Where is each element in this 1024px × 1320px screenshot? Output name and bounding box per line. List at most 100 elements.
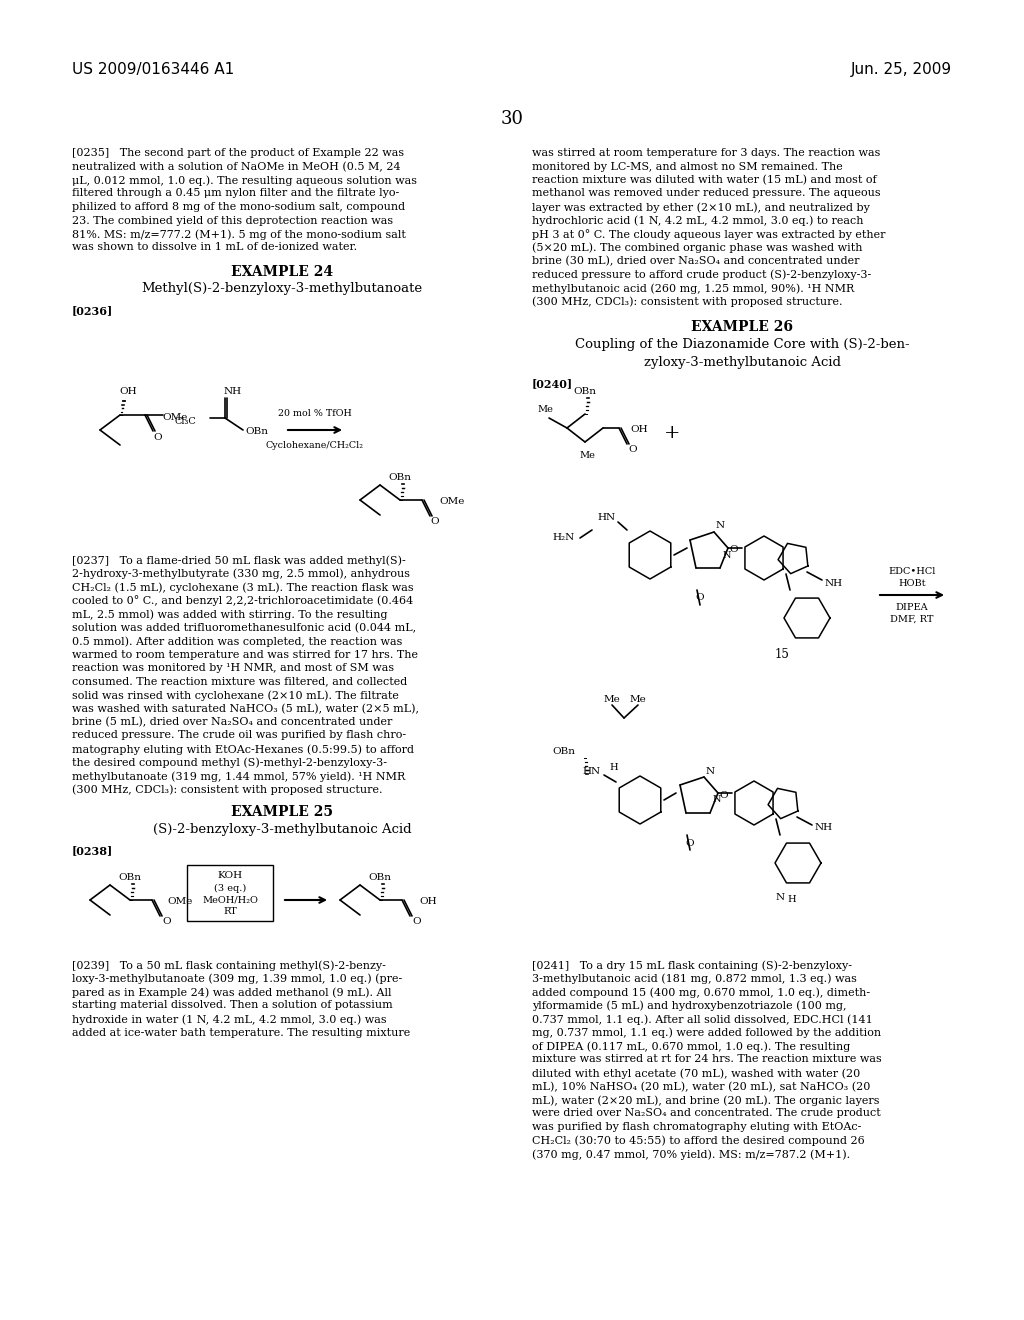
Text: Cyclohexane/CH₂Cl₂: Cyclohexane/CH₂Cl₂ (266, 441, 364, 450)
Text: was purified by flash chromatography eluting with EtOAc-: was purified by flash chromatography elu… (532, 1122, 861, 1133)
Text: OMe: OMe (163, 412, 187, 421)
Text: of DIPEA (0.117 mL, 0.670 mmol, 1.0 eq.). The resulting: of DIPEA (0.117 mL, 0.670 mmol, 1.0 eq.)… (532, 1041, 850, 1052)
Text: starting material dissolved. Then a solution of potassium: starting material dissolved. Then a solu… (72, 1001, 393, 1011)
Text: HN: HN (598, 513, 616, 523)
Text: added at ice-water bath temperature. The resulting mixture: added at ice-water bath temperature. The… (72, 1027, 411, 1038)
Text: matography eluting with EtOAc-Hexanes (0.5:99.5) to afford: matography eluting with EtOAc-Hexanes (0… (72, 744, 414, 755)
Text: hydrochloric acid (1 N, 4.2 mL, 4.2 mmol, 3.0 eq.) to reach: hydrochloric acid (1 N, 4.2 mL, 4.2 mmol… (532, 215, 863, 226)
Text: +: + (664, 424, 680, 442)
Text: OH: OH (419, 898, 437, 907)
Text: [0238]: [0238] (72, 845, 114, 855)
Text: EXAMPLE 26: EXAMPLE 26 (691, 319, 793, 334)
Text: O: O (730, 545, 738, 554)
Text: OMe: OMe (167, 898, 193, 907)
Text: 81%. MS: m/z=777.2 (M+1). 5 mg of the mono-sodium salt: 81%. MS: m/z=777.2 (M+1). 5 mg of the mo… (72, 228, 406, 239)
Text: NH: NH (815, 824, 834, 833)
Text: 23. The combined yield of this deprotection reaction was: 23. The combined yield of this deprotect… (72, 215, 393, 226)
Text: EXAMPLE 24: EXAMPLE 24 (231, 265, 333, 279)
Text: EDC•HCl: EDC•HCl (888, 568, 936, 577)
Text: consumed. The reaction mixture was filtered, and collected: consumed. The reaction mixture was filte… (72, 676, 408, 686)
Text: [0235]   The second part of the product of Example 22 was: [0235] The second part of the product of… (72, 148, 404, 158)
Text: methylbutanoic acid (260 mg, 1.25 mmol, 90%). ¹H NMR: methylbutanoic acid (260 mg, 1.25 mmol, … (532, 282, 854, 293)
Text: mg, 0.737 mmol, 1.1 eq.) were added followed by the addition: mg, 0.737 mmol, 1.1 eq.) were added foll… (532, 1027, 881, 1038)
Text: the desired compound methyl (S)-methyl-2-benzyloxy-3-: the desired compound methyl (S)-methyl-2… (72, 758, 387, 768)
Text: brine (30 mL), dried over Na₂SO₄ and concentrated under: brine (30 mL), dried over Na₂SO₄ and con… (532, 256, 859, 267)
Text: pH 3 at 0° C. The cloudy aqueous layer was extracted by ether: pH 3 at 0° C. The cloudy aqueous layer w… (532, 228, 886, 240)
Text: brine (5 mL), dried over Na₂SO₄ and concentrated under: brine (5 mL), dried over Na₂SO₄ and conc… (72, 717, 392, 727)
Text: added compound 15 (400 mg, 0.670 mmol, 1.0 eq.), dimeth-: added compound 15 (400 mg, 0.670 mmol, 1… (532, 987, 870, 998)
Text: OBn: OBn (369, 874, 391, 883)
Text: loxy-3-methylbutanoate (309 mg, 1.39 mmol, 1.0 eq.) (pre-: loxy-3-methylbutanoate (309 mg, 1.39 mmo… (72, 974, 402, 985)
Text: zyloxy-3-methylbutanoic Acid: zyloxy-3-methylbutanoic Acid (643, 356, 841, 370)
Text: mixture was stirred at rt for 24 hrs. The reaction mixture was: mixture was stirred at rt for 24 hrs. Th… (532, 1055, 882, 1064)
Text: OBn: OBn (573, 388, 597, 396)
Text: hydroxide in water (1 N, 4.2 mL, 4.2 mmol, 3.0 eq.) was: hydroxide in water (1 N, 4.2 mL, 4.2 mmo… (72, 1014, 387, 1024)
Text: DMF, RT: DMF, RT (890, 615, 934, 623)
Text: Me: Me (603, 696, 621, 705)
Text: [0239]   To a 50 mL flask containing methyl(S)-2-benzy-: [0239] To a 50 mL flask containing methy… (72, 960, 386, 970)
Text: 30: 30 (501, 110, 523, 128)
Text: OBn: OBn (246, 428, 268, 437)
Text: [0237]   To a flame-dried 50 mL flask was added methyl(S)-: [0237] To a flame-dried 50 mL flask was … (72, 554, 406, 565)
Text: Me: Me (537, 405, 553, 414)
Text: [0240]: [0240] (532, 378, 573, 389)
Text: mL), 10% NaHSO₄ (20 mL), water (20 mL), sat NaHCO₃ (20: mL), 10% NaHSO₄ (20 mL), water (20 mL), … (532, 1081, 870, 1092)
Text: KOH: KOH (217, 871, 243, 880)
Text: H: H (609, 763, 618, 772)
Text: (370 mg, 0.47 mmol, 70% yield). MS: m/z=787.2 (M+1).: (370 mg, 0.47 mmol, 70% yield). MS: m/z=… (532, 1148, 850, 1159)
Text: O: O (629, 446, 637, 454)
Text: methylbutanoate (319 mg, 1.44 mmol, 57% yield). ¹H NMR: methylbutanoate (319 mg, 1.44 mmol, 57% … (72, 771, 406, 781)
Text: ylformamide (5 mL) and hydroxybenzotriazole (100 mg,: ylformamide (5 mL) and hydroxybenzotriaz… (532, 1001, 847, 1011)
Text: O: O (720, 791, 728, 800)
Text: diluted with ethyl acetate (70 mL), washed with water (20: diluted with ethyl acetate (70 mL), wash… (532, 1068, 860, 1078)
Text: was washed with saturated NaHCO₃ (5 mL), water (2×5 mL),: was washed with saturated NaHCO₃ (5 mL),… (72, 704, 419, 714)
Text: N: N (713, 796, 721, 804)
Text: 3-methylbutanoic acid (181 mg, 0.872 mmol, 1.3 eq.) was: 3-methylbutanoic acid (181 mg, 0.872 mmo… (532, 974, 857, 985)
Text: Coupling of the Diazonamide Core with (S)-2-ben-: Coupling of the Diazonamide Core with (S… (574, 338, 909, 351)
Text: CH₂Cl₂ (1.5 mL), cyclohexane (3 mL). The reaction flask was: CH₂Cl₂ (1.5 mL), cyclohexane (3 mL). The… (72, 582, 414, 593)
Text: NH: NH (224, 387, 242, 396)
Text: Jun. 25, 2009: Jun. 25, 2009 (851, 62, 952, 77)
Text: (S)-2-benzyloxy-3-methylbutanoic Acid: (S)-2-benzyloxy-3-methylbutanoic Acid (153, 822, 412, 836)
Text: mL, 2.5 mmol) was added with stirring. To the resulting: mL, 2.5 mmol) was added with stirring. T… (72, 609, 387, 619)
Text: N: N (775, 894, 784, 903)
Text: Me: Me (579, 451, 595, 461)
Text: OMe: OMe (439, 498, 465, 507)
Text: O: O (686, 838, 694, 847)
Text: [0241]   To a dry 15 mL flask containing (S)-2-benzyloxy-: [0241] To a dry 15 mL flask containing (… (532, 960, 852, 970)
Text: OBn: OBn (388, 474, 412, 483)
Text: N: N (716, 521, 725, 531)
Text: EXAMPLE 25: EXAMPLE 25 (231, 805, 333, 818)
Text: RT: RT (223, 908, 237, 916)
Text: OH: OH (630, 425, 648, 434)
Text: were dried over Na₂SO₄ and concentrated. The crude product: were dried over Na₂SO₄ and concentrated.… (532, 1109, 881, 1118)
Text: neutralized with a solution of NaOMe in MeOH (0.5 M, 24: neutralized with a solution of NaOMe in … (72, 161, 400, 172)
Text: O: O (163, 917, 171, 927)
Text: OH: OH (119, 387, 137, 396)
Text: 2-hydroxy-3-methylbutyrate (330 mg, 2.5 mmol), anhydrous: 2-hydroxy-3-methylbutyrate (330 mg, 2.5 … (72, 569, 410, 579)
Text: filtered through a 0.45 μm nylon filter and the filtrate lyo-: filtered through a 0.45 μm nylon filter … (72, 189, 399, 198)
Text: US 2009/0163446 A1: US 2009/0163446 A1 (72, 62, 234, 77)
Text: OBn: OBn (553, 747, 575, 756)
Text: 0.737 mmol, 1.1 eq.). After all solid dissolved, EDC.HCl (141: 0.737 mmol, 1.1 eq.). After all solid di… (532, 1014, 872, 1024)
Text: reduced pressure. The crude oil was purified by flash chro-: reduced pressure. The crude oil was puri… (72, 730, 407, 741)
Text: DIPEA: DIPEA (896, 602, 929, 611)
Text: cooled to 0° C., and benzyl 2,2,2-trichloroacetimidate (0.464: cooled to 0° C., and benzyl 2,2,2-trichl… (72, 595, 414, 606)
Text: philized to afford 8 mg of the mono-sodium salt, compound: philized to afford 8 mg of the mono-sodi… (72, 202, 406, 213)
Text: N: N (706, 767, 715, 776)
Text: OBn: OBn (119, 874, 141, 883)
Text: (5×20 mL). The combined organic phase was washed with: (5×20 mL). The combined organic phase wa… (532, 243, 862, 253)
Text: NH: NH (825, 578, 843, 587)
Text: solution was added trifluoromethanesulfonic acid (0.044 mL,: solution was added trifluoromethanesulfo… (72, 623, 416, 632)
Text: reaction mixture was diluted with water (15 mL) and most of: reaction mixture was diluted with water … (532, 176, 877, 185)
Text: was stirred at room temperature for 3 days. The reaction was: was stirred at room temperature for 3 da… (532, 148, 881, 158)
Text: CH₂Cl₂ (30:70 to 45:55) to afford the desired compound 26: CH₂Cl₂ (30:70 to 45:55) to afford the de… (532, 1135, 864, 1146)
Text: H: H (787, 895, 797, 904)
Text: reaction was monitored by ¹H NMR, and most of SM was: reaction was monitored by ¹H NMR, and mo… (72, 663, 394, 673)
Text: 20 mol % TfOH: 20 mol % TfOH (279, 409, 352, 418)
Text: O: O (413, 917, 421, 927)
Text: warmed to room temperature and was stirred for 17 hrs. The: warmed to room temperature and was stirr… (72, 649, 418, 660)
Text: O: O (154, 433, 163, 441)
Text: layer was extracted by ether (2×10 mL), and neutralized by: layer was extracted by ether (2×10 mL), … (532, 202, 869, 213)
Text: mL), water (2×20 mL), and brine (20 mL). The organic layers: mL), water (2×20 mL), and brine (20 mL).… (532, 1096, 880, 1106)
